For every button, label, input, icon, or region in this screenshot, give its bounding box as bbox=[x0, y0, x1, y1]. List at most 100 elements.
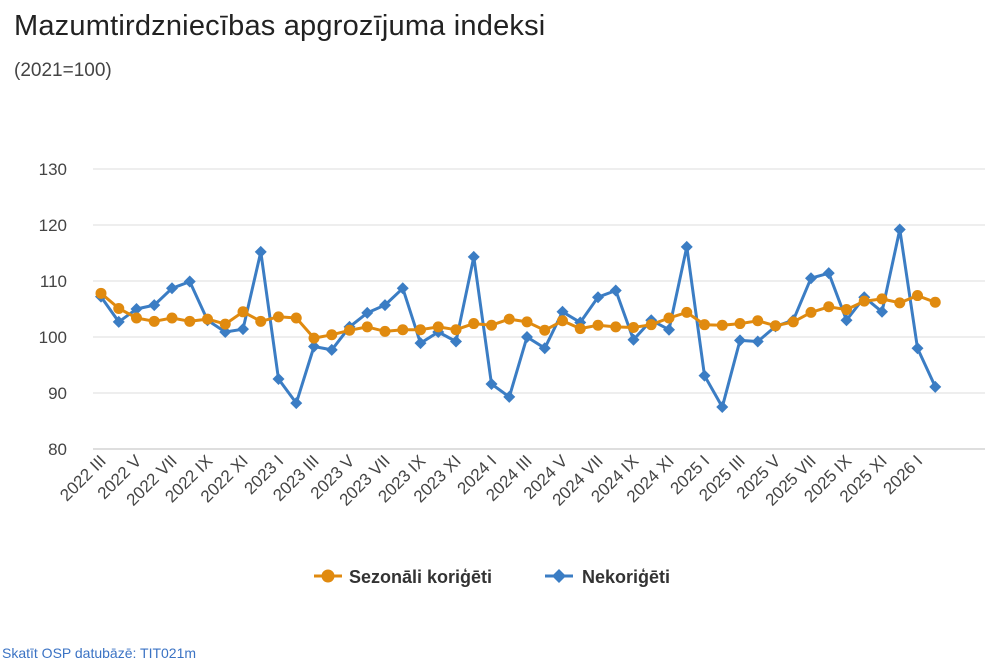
data-point[interactable] bbox=[396, 282, 409, 295]
data-point[interactable] bbox=[894, 297, 906, 309]
data-point[interactable] bbox=[823, 301, 835, 313]
data-point[interactable] bbox=[539, 324, 551, 336]
data-point[interactable] bbox=[290, 397, 303, 410]
data-point[interactable] bbox=[805, 272, 817, 285]
data-point[interactable] bbox=[858, 295, 870, 307]
data-point[interactable] bbox=[344, 324, 355, 336]
data-point[interactable] bbox=[538, 342, 551, 355]
data-point[interactable] bbox=[770, 320, 781, 332]
data-point[interactable] bbox=[893, 223, 906, 236]
data-point[interactable] bbox=[734, 318, 746, 330]
data-point[interactable] bbox=[556, 305, 569, 318]
data-point[interactable] bbox=[308, 340, 320, 353]
data-point[interactable] bbox=[166, 312, 178, 324]
data-point[interactable] bbox=[219, 325, 232, 338]
data-point[interactable] bbox=[272, 373, 285, 385]
data-point[interactable] bbox=[468, 318, 480, 330]
data-point[interactable] bbox=[645, 319, 657, 331]
data-point[interactable] bbox=[680, 240, 693, 253]
data-point[interactable] bbox=[184, 315, 196, 327]
data-point[interactable] bbox=[237, 323, 249, 336]
data-point[interactable] bbox=[716, 319, 728, 331]
series-line bbox=[99, 228, 937, 409]
data-point[interactable] bbox=[751, 335, 764, 348]
y-tick-label: 90 bbox=[48, 384, 67, 403]
data-point[interactable] bbox=[734, 334, 746, 347]
data-point[interactable] bbox=[166, 282, 178, 295]
data-point[interactable] bbox=[397, 324, 409, 336]
data-point[interactable] bbox=[876, 305, 888, 318]
data-point[interactable] bbox=[326, 329, 338, 341]
data-point[interactable] bbox=[148, 315, 160, 327]
legend-item-unadjusted[interactable]: Nekoriģēti bbox=[545, 567, 670, 587]
data-point[interactable] bbox=[450, 324, 462, 336]
data-point[interactable] bbox=[113, 302, 125, 314]
data-point[interactable] bbox=[557, 315, 568, 327]
data-point[interactable] bbox=[503, 390, 516, 403]
legend-label: Sezonāli koriģēti bbox=[349, 567, 492, 587]
data-point[interactable] bbox=[787, 316, 799, 328]
data-point[interactable] bbox=[237, 306, 249, 318]
data-point[interactable] bbox=[254, 245, 267, 258]
data-point[interactable] bbox=[255, 315, 267, 327]
data-point[interactable] bbox=[130, 303, 143, 315]
series-seasonally-adjusted bbox=[95, 287, 941, 344]
data-point[interactable] bbox=[486, 319, 497, 331]
data-point[interactable] bbox=[521, 331, 533, 343]
data-point[interactable] bbox=[485, 378, 498, 391]
data-point[interactable] bbox=[592, 319, 604, 331]
data-point[interactable] bbox=[467, 250, 480, 263]
data-point[interactable] bbox=[627, 333, 640, 346]
data-point[interactable] bbox=[450, 335, 462, 348]
data-point[interactable] bbox=[131, 312, 142, 324]
data-point[interactable] bbox=[681, 306, 693, 318]
data-point[interactable] bbox=[432, 321, 444, 333]
data-point[interactable] bbox=[592, 291, 604, 304]
data-point[interactable] bbox=[610, 321, 622, 333]
data-point[interactable] bbox=[273, 311, 284, 323]
data-point[interactable] bbox=[663, 323, 675, 336]
data-point[interactable] bbox=[805, 306, 817, 318]
legend-item-seasonally-adjusted[interactable]: Sezonāli koriģēti bbox=[314, 567, 492, 587]
data-point[interactable] bbox=[628, 321, 639, 333]
data-point[interactable] bbox=[698, 369, 711, 382]
data-point[interactable] bbox=[183, 275, 196, 288]
data-point[interactable] bbox=[202, 313, 213, 325]
data-point[interactable] bbox=[663, 312, 675, 324]
data-point[interactable] bbox=[503, 313, 515, 325]
data-point[interactable] bbox=[574, 323, 586, 335]
data-point[interactable] bbox=[95, 287, 107, 299]
data-point[interactable] bbox=[521, 316, 533, 328]
data-point[interactable] bbox=[361, 306, 374, 319]
data-point[interactable] bbox=[379, 299, 391, 312]
data-point[interactable] bbox=[308, 332, 320, 344]
data-point[interactable] bbox=[911, 342, 924, 355]
data-point[interactable] bbox=[841, 304, 852, 316]
data-point[interactable] bbox=[840, 314, 853, 327]
data-point[interactable] bbox=[912, 290, 923, 302]
data-point[interactable] bbox=[361, 321, 373, 333]
data-point[interactable] bbox=[876, 293, 888, 305]
data-point[interactable] bbox=[415, 324, 426, 336]
database-link[interactable]: Skatīt OSP datubāzē: TIT021m bbox=[2, 645, 197, 661]
data-point[interactable] bbox=[929, 380, 942, 393]
series-group bbox=[95, 223, 942, 413]
data-point[interactable] bbox=[148, 299, 161, 312]
legend[interactable]: Sezonāli koriģēti Nekoriģēti bbox=[314, 567, 670, 587]
data-point[interactable] bbox=[752, 315, 764, 327]
data-point[interactable] bbox=[112, 315, 125, 328]
data-point[interactable] bbox=[609, 284, 622, 297]
data-point[interactable] bbox=[290, 312, 302, 324]
data-point[interactable] bbox=[219, 318, 231, 330]
gridlines bbox=[93, 168, 985, 450]
data-point[interactable] bbox=[379, 325, 391, 337]
data-point[interactable] bbox=[699, 319, 710, 331]
data-point[interactable] bbox=[325, 343, 338, 356]
data-point[interactable] bbox=[716, 401, 729, 413]
data-point[interactable] bbox=[929, 296, 941, 308]
data-point[interactable] bbox=[822, 267, 835, 280]
data-point[interactable] bbox=[414, 337, 427, 350]
y-axis-ticks: 80 90 100 110 120 130 bbox=[39, 160, 67, 459]
